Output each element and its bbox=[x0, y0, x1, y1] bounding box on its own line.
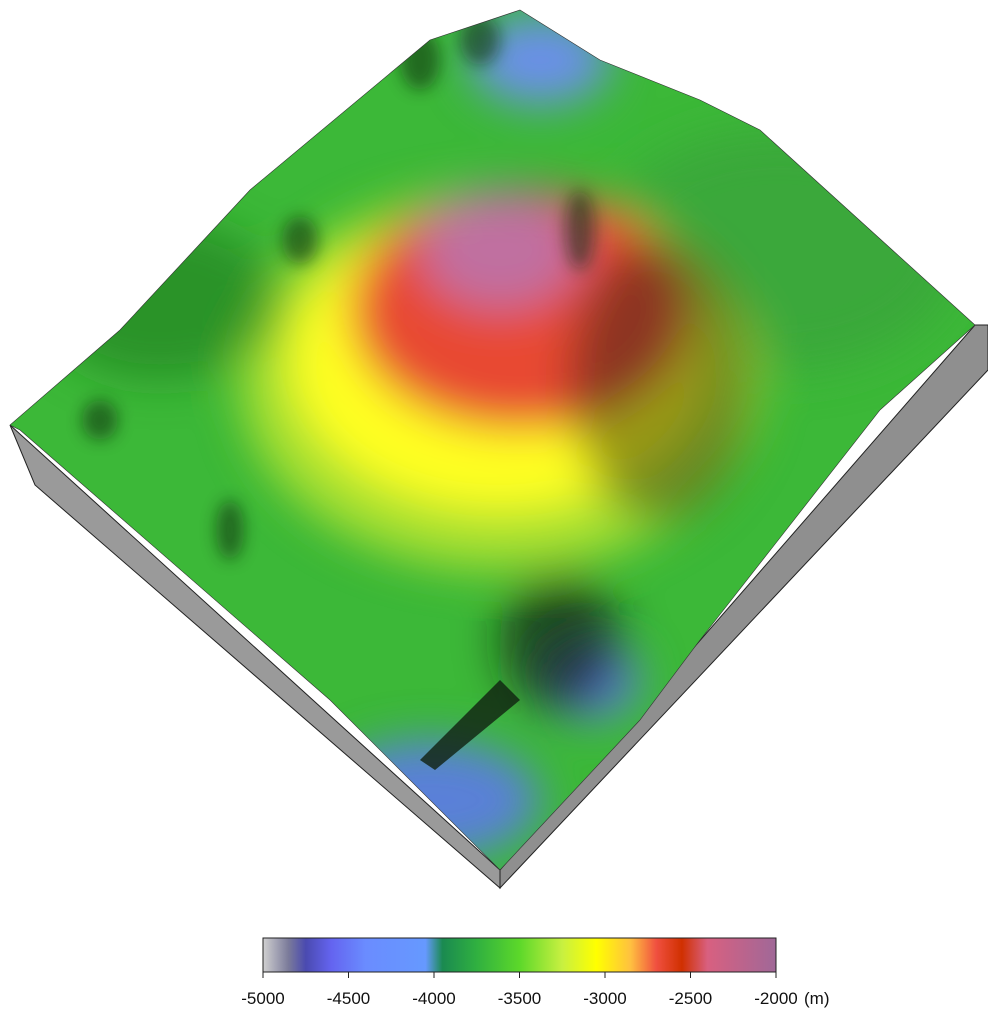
x-tick-label: -4500 bbox=[327, 989, 370, 1008]
x-tick-label: -3500 bbox=[498, 989, 541, 1008]
x-tick-label: -5000 bbox=[241, 989, 284, 1008]
unit-label: (m) bbox=[804, 989, 829, 1008]
x-tick-label: -3000 bbox=[583, 989, 626, 1008]
x-tick-label: -2000 bbox=[754, 989, 797, 1008]
right-side bbox=[499, 324, 988, 890]
colorbar bbox=[262, 937, 777, 973]
terrain bbox=[10, 10, 975, 870]
x-tick-label: -4000 bbox=[412, 989, 455, 1008]
x-tick-label: -2500 bbox=[669, 989, 712, 1008]
